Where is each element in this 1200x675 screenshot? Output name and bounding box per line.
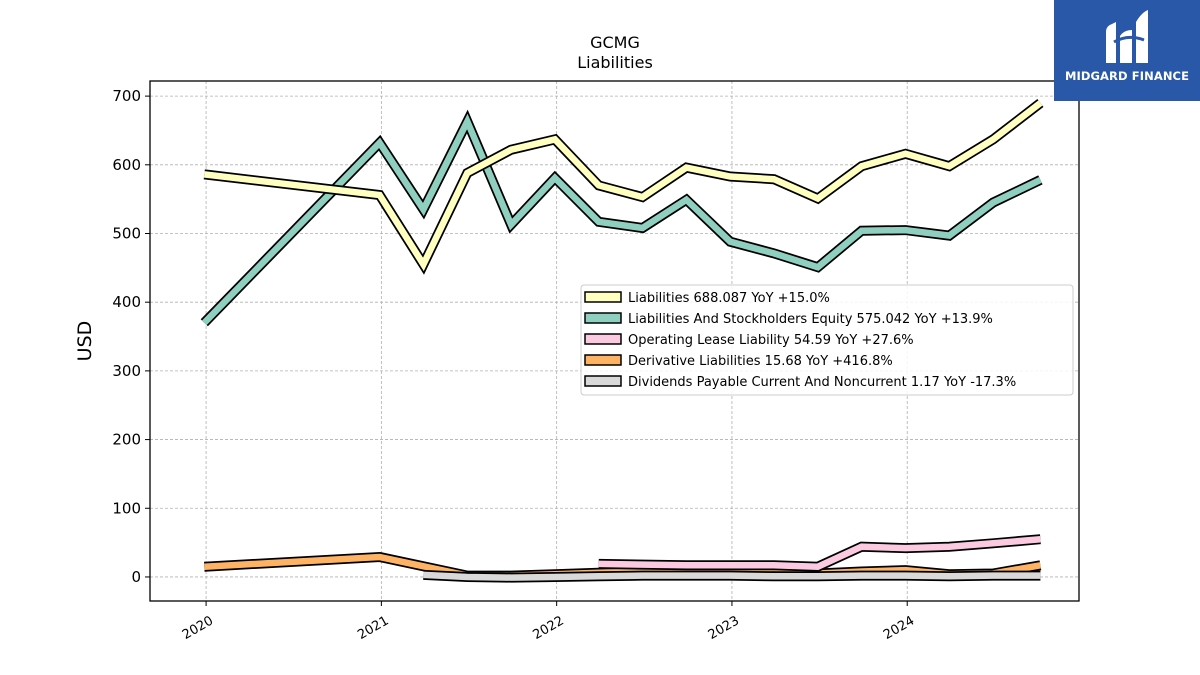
legend-swatch <box>584 312 622 324</box>
series-line <box>423 571 1041 581</box>
plot-frame <box>149 80 1080 602</box>
brand-name: MIDGARD FINANCE <box>1064 69 1190 83</box>
legend-entry: Liabilities 688.087 YoY +15.0% <box>584 291 830 306</box>
legend-entry: Derivative Liabilities 15.68 YoY +416.8% <box>584 354 893 369</box>
legend-swatch <box>584 375 622 387</box>
legend-label: Liabilities 688.087 YoY +15.0% <box>628 291 830 306</box>
legend-entry: Liabilities And Stockholders Equity 575.… <box>584 312 993 327</box>
legend: Liabilities 688.087 YoY +15.0% Liabilitie… <box>580 284 1074 396</box>
series-line <box>201 113 1042 326</box>
y-tick-label: 700 <box>112 87 141 105</box>
legend-entry: Operating Lease Liability 54.59 YoY +27.… <box>584 333 914 348</box>
legend-label: Operating Lease Liability 54.59 YoY +27.… <box>628 333 914 348</box>
series-line <box>598 535 1041 570</box>
legend-swatch <box>584 291 622 303</box>
x-tick-label: 2021 <box>355 613 391 643</box>
chart-subtitle: Liabilities <box>577 53 653 72</box>
legend-swatch <box>584 354 622 366</box>
chart-title: GCMG <box>590 33 640 52</box>
x-tick-label: 2023 <box>706 613 742 643</box>
legend-entry: Dividends Payable Current And Noncurrent… <box>584 375 1016 390</box>
series-0 <box>203 99 1044 275</box>
x-tick-label: 2020 <box>180 613 216 643</box>
legend-label: Derivative Liabilities 15.68 YoY +416.8% <box>628 354 893 369</box>
series-layer <box>200 99 1044 583</box>
y-tick-label: 200 <box>112 431 141 449</box>
brand-mark-icon <box>1106 10 1148 63</box>
y-axis-label: USD <box>74 321 96 362</box>
legend-box <box>580 284 1074 396</box>
y-tick-label: 400 <box>112 293 141 311</box>
x-tick-label: 2024 <box>881 613 917 643</box>
y-tick-label: 600 <box>112 156 141 174</box>
series-line <box>203 100 1043 272</box>
y-tick-label: 100 <box>112 499 141 517</box>
series-4 <box>423 569 1041 583</box>
legend-swatch <box>584 333 622 345</box>
legend-label: Liabilities And Stockholders Equity 575.… <box>628 312 993 327</box>
series-2 <box>598 534 1041 572</box>
legend-label: Dividends Payable Current And Noncurrent… <box>628 375 1016 390</box>
y-tick-label: 0 <box>131 568 141 586</box>
series-line-outline <box>203 99 1044 275</box>
x-tick-label: 2022 <box>530 613 566 643</box>
y-tick-label: 500 <box>112 224 141 242</box>
brand-logo: MIDGARD FINANCE <box>1054 0 1200 101</box>
series-1 <box>200 109 1043 327</box>
y-tick-label: 300 <box>112 362 141 380</box>
